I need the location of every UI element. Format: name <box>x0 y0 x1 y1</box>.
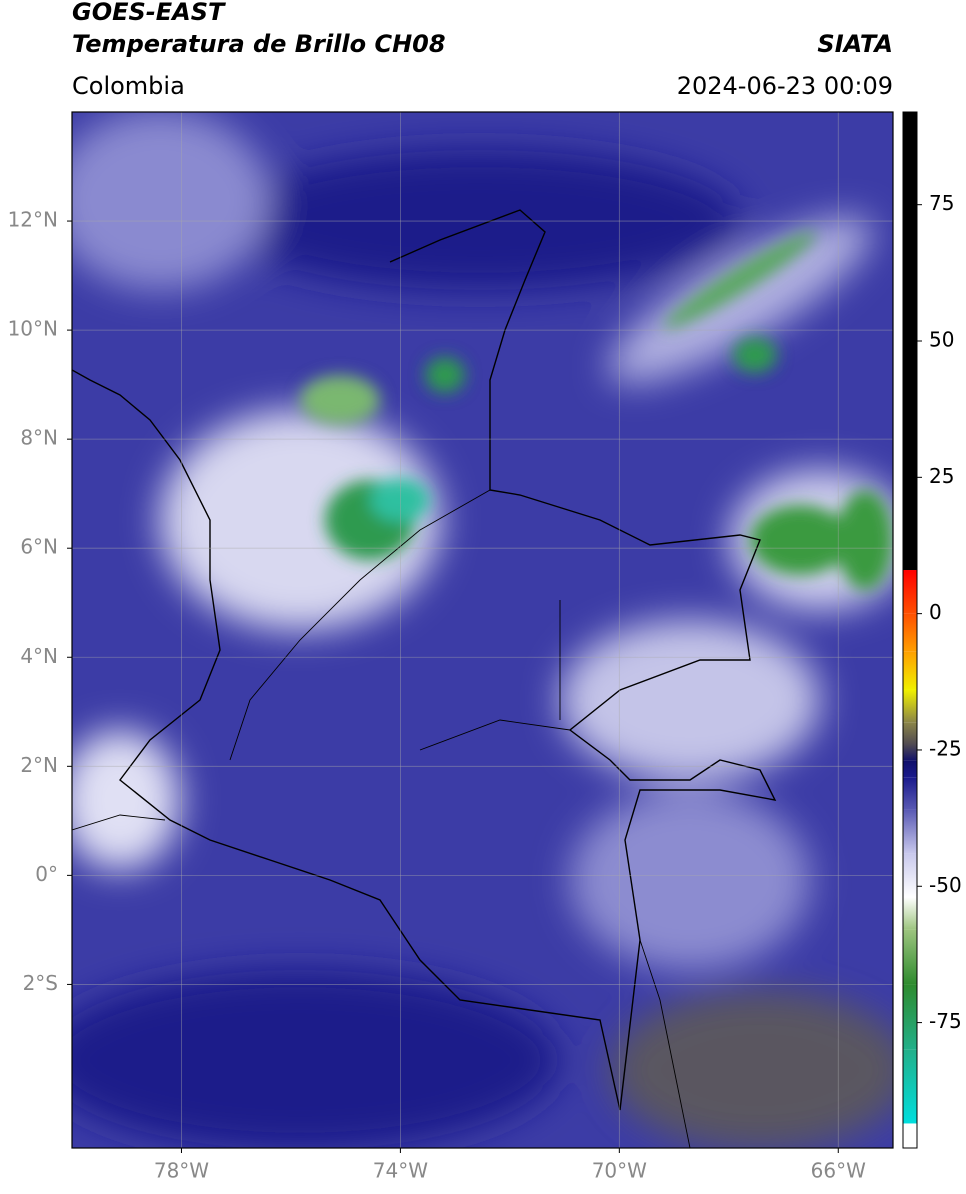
x-tick-label: 74°W <box>373 1159 428 1183</box>
y-tick-label: 4°N <box>20 644 58 668</box>
region: Colombia <box>72 72 185 100</box>
colorbar-segment <box>903 689 917 723</box>
colorbar-segment <box>903 809 917 854</box>
colorbar-segment <box>903 1123 917 1148</box>
colorbar-segment <box>903 929 917 985</box>
x-tick-label: 78°W <box>154 1159 209 1183</box>
colorbar-segment <box>903 651 917 690</box>
colorbar-segment <box>903 570 917 614</box>
colorbar-tick-label: 0 <box>929 600 942 624</box>
y-tick-label: 6°N <box>20 535 58 559</box>
grid <box>72 112 893 1148</box>
colorbar-tick-label: 25 <box>929 464 954 488</box>
colorbar-segment <box>903 853 917 898</box>
colorbar <box>903 112 917 1148</box>
source: SIATA <box>817 30 893 58</box>
y-tick-label: 2°N <box>20 753 58 777</box>
colorbar-segment <box>903 722 917 745</box>
colorbar-segment <box>903 613 917 652</box>
colorbar-segment <box>903 744 917 761</box>
y-tick-label: 0° <box>35 862 58 886</box>
colorbar-frame <box>902 111 918 1149</box>
title: GOES-EAST <box>72 0 226 26</box>
colorbar-tick-label: -25 <box>929 736 962 760</box>
colorbar-segment <box>903 1049 917 1124</box>
colorbar-segment <box>903 760 917 778</box>
colorbar-tick-label: 75 <box>929 191 954 215</box>
satellite-image <box>72 112 893 1148</box>
x-tick-label: 70°W <box>592 1159 647 1183</box>
colorbar-tick-label: -75 <box>929 1009 962 1033</box>
datetime: 2024-06-23 00:09 <box>677 72 893 100</box>
y-tick-label: 10°N <box>8 317 58 341</box>
colorbar-segment <box>903 777 917 810</box>
colorbar-tick-label: -50 <box>929 873 962 897</box>
colorbar-segment <box>903 897 917 930</box>
colorbar-segment <box>903 112 917 571</box>
y-tick-label: 8°N <box>20 426 58 450</box>
title: Temperatura de Brillo CH08 <box>72 30 446 58</box>
y-tick-label: 2°S <box>23 971 58 995</box>
x-tick-label: 66°W <box>811 1159 866 1183</box>
colorbar-tick-label: 50 <box>929 328 954 352</box>
y-tick-label: 12°N <box>8 208 58 232</box>
colorbar-segment <box>903 984 917 1050</box>
map-frame <box>71 111 894 1149</box>
